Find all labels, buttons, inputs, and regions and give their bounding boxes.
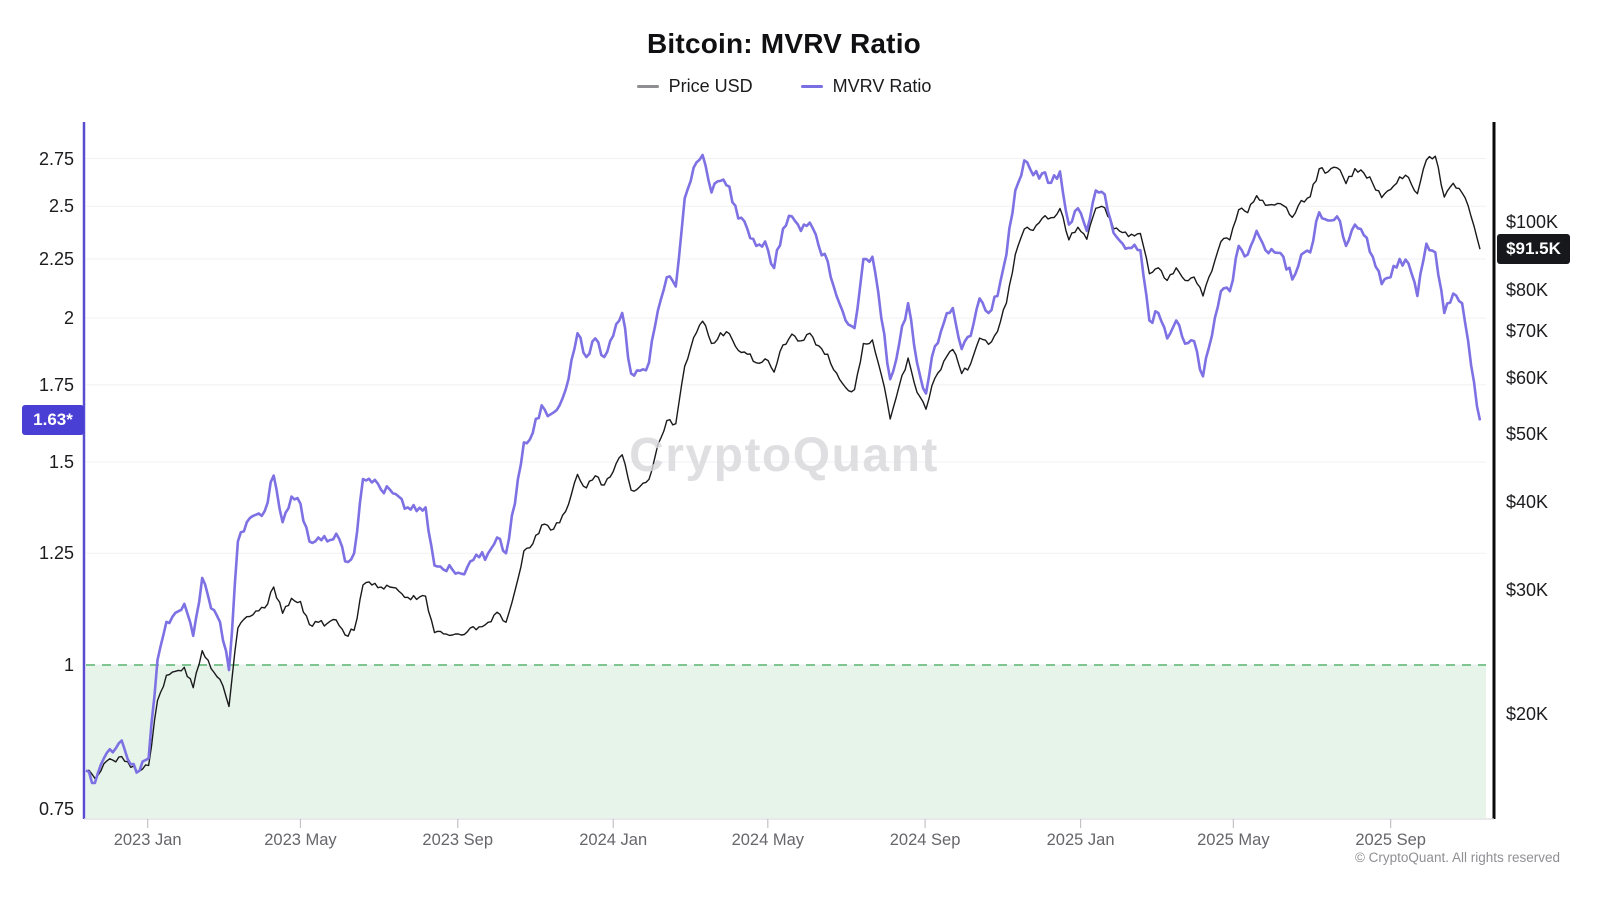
x-axis-tick-label: 2025 May [1197,831,1270,849]
right-axis-tick-label: $60K [1506,368,1549,389]
right-axis-tick-label: $40K [1506,492,1549,513]
left-axis-tick-label: 1.75 [38,374,74,395]
left-axis-tick-label: 2.75 [38,148,74,169]
left-axis-tick-label: 0.75 [38,799,74,820]
left-axis-tick-label: 2.25 [38,249,74,270]
left-axis-tick-label: 2.5 [48,196,74,217]
left-axis-tick-label: 1 [63,655,74,675]
legend-label-mvrv: MVRV Ratio [832,76,932,96]
price-usd-line [85,155,1481,780]
x-axis-tick-label: 2023 May [264,831,337,849]
mvrv-last-value-badge: 1.63* [22,405,84,436]
right-axis-tick-label: $100K [1506,212,1559,232]
x-axis-tick-label: 2023 Jan [113,831,182,849]
mvrv-below-one-band [86,665,1486,818]
left-axis-tick-label: 1.25 [38,543,74,564]
copyright-notice: © CryptoQuant. All rights reserved [1354,850,1560,865]
left-axis-tick-label: 2 [63,308,74,328]
x-axis-tick-label: 2024 May [731,831,805,849]
x-axis-tick-label: 2025 Sep [1355,831,1426,849]
x-axis-tick-label: 2024 Jan [579,831,648,849]
right-axis-tick-label: $80K [1506,280,1549,301]
legend-label-price: Price USD [668,76,753,96]
right-axis-tick-label: $30K [1506,580,1549,601]
x-axis-tick-label: 2024 Sep [889,831,961,849]
price-line-swatch-icon [636,85,659,88]
price-last-value-badge: $91.5K [1497,234,1570,265]
right-axis-tick-label: $50K [1506,423,1549,444]
mvrv-ratio-line [85,153,1482,785]
mvrv-line-swatch-icon [800,85,823,88]
x-axis-tick-label: 2025 Jan [1046,831,1115,849]
chart-legend: Price USD MVRV Ratio [0,76,1568,97]
legend-item-price[interactable]: Price USD [636,76,753,97]
left-axis-tick-label: 1.5 [48,452,74,473]
chart-title: Bitcoin: MVRV Ratio [647,28,921,59]
x-axis-tick-label: 2023 Sep [422,831,494,849]
right-axis-tick-label: $20K [1506,704,1549,724]
legend-item-mvrv[interactable]: MVRV Ratio [800,76,932,97]
right-axis-tick-label: $70K [1506,321,1549,342]
